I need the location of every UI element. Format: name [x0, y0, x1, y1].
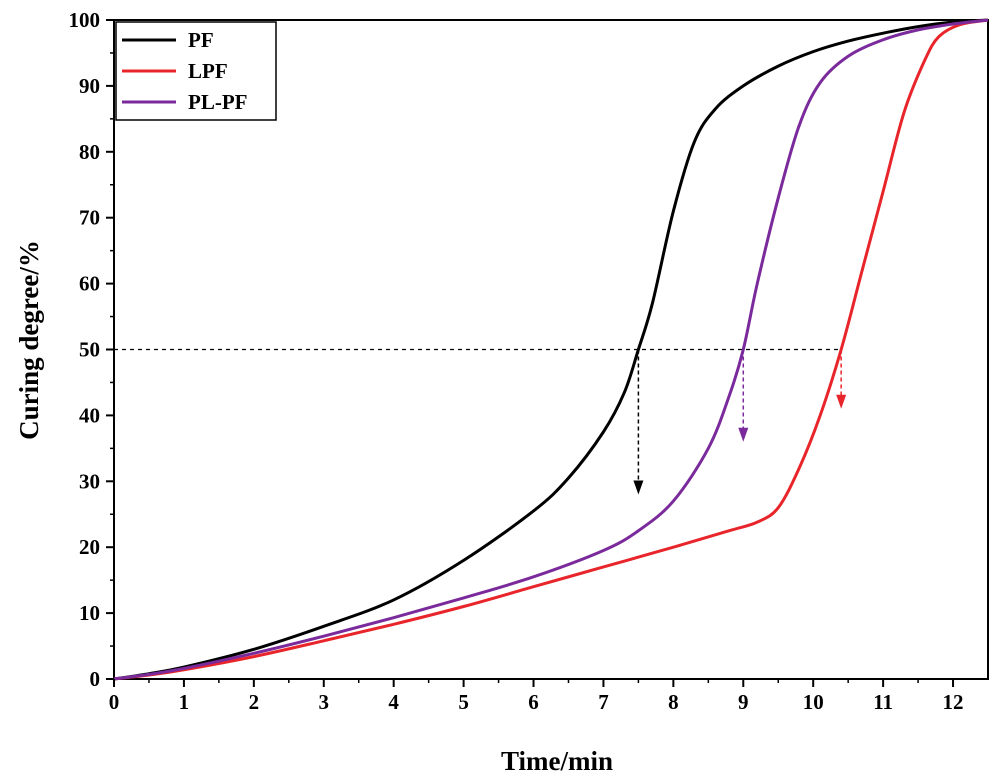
series-line-pl-pf — [113, 18, 989, 681]
x-tick-label-0: 0 — [109, 690, 120, 714]
axes — [106, 19, 955, 687]
legend-label-pl-pf: PL-PF — [188, 90, 247, 114]
series-line-pf — [113, 18, 989, 681]
x-tick-label-7: 7 — [598, 690, 609, 714]
y-tick-label-0: 0 — [90, 667, 101, 691]
x-axis-ticks: 0 1 2 3 4 5 6 7 8 9 10 11 12 — [109, 690, 964, 714]
y-tick-label-100: 100 — [69, 8, 101, 32]
x-tick-label-12: 12 — [943, 690, 964, 714]
y-tick-label-80: 80 — [79, 140, 100, 164]
legend-label-pf: PF — [188, 28, 214, 52]
y-axis-title: Curing degree/% — [14, 240, 44, 440]
x-tick-label-2: 2 — [249, 690, 260, 714]
y-tick-label-10: 10 — [79, 601, 100, 625]
x-tick-label-10: 10 — [803, 690, 824, 714]
y-axis-ticks: 0 10 20 30 40 50 60 70 80 90 100 — [69, 8, 101, 691]
arrow-head-0 — [633, 480, 644, 495]
y-tick-label-50: 50 — [79, 338, 100, 362]
x-tick-label-8: 8 — [668, 690, 679, 714]
y-tick-label-40: 40 — [79, 403, 100, 427]
x-tick-label-3: 3 — [319, 690, 330, 714]
x-tick-label-11: 11 — [873, 690, 893, 714]
series-lines — [113, 18, 989, 681]
legend: PF LPF PL-PF — [115, 21, 277, 121]
arrow-head-1 — [738, 427, 749, 442]
y-tick-label-70: 70 — [79, 206, 100, 230]
x-tick-label-5: 5 — [458, 690, 469, 714]
y-tick-label-30: 30 — [79, 469, 100, 493]
x-axis-title: Time/min — [501, 746, 613, 776]
x-tick-label-6: 6 — [528, 690, 539, 714]
x-tick-label-4: 4 — [388, 690, 399, 714]
series-line-lpf — [113, 18, 989, 681]
annotation-arrows — [633, 349, 847, 495]
y-tick-label-20: 20 — [79, 535, 100, 559]
arrow-head-2 — [836, 394, 847, 409]
x-tick-label-9: 9 — [738, 690, 749, 714]
y-tick-label-60: 60 — [79, 272, 100, 296]
y-tick-label-90: 90 — [79, 74, 100, 98]
legend-label-lpf: LPF — [188, 59, 228, 83]
x-tick-label-1: 1 — [179, 690, 190, 714]
